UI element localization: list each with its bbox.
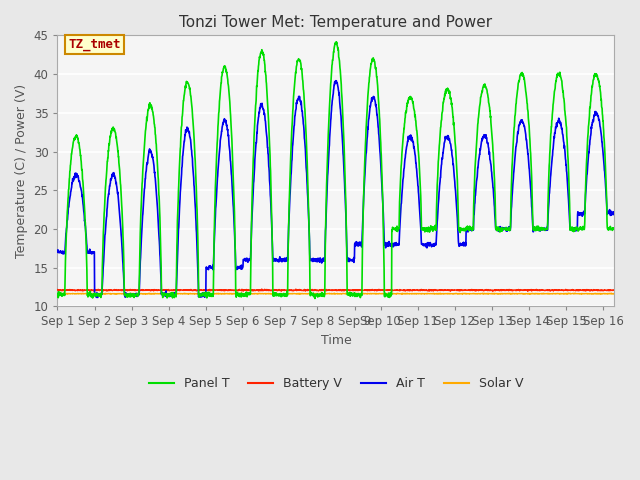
Battery V — [365, 288, 372, 293]
Battery V — [611, 288, 618, 293]
Solar V — [54, 291, 61, 297]
Air T — [611, 212, 618, 217]
Air T — [562, 157, 570, 163]
Panel T — [365, 84, 372, 90]
Air T — [209, 264, 217, 270]
Solar V — [364, 291, 372, 297]
Line: Panel T: Panel T — [58, 42, 614, 299]
Y-axis label: Temperature (C) / Power (V): Temperature (C) / Power (V) — [15, 84, 28, 258]
Air T — [365, 117, 372, 122]
Panel T — [54, 292, 61, 298]
Battery V — [258, 286, 266, 292]
Solar V — [562, 290, 570, 296]
Line: Solar V: Solar V — [58, 293, 614, 294]
Line: Air T: Air T — [58, 81, 614, 298]
Panel T — [311, 296, 319, 301]
X-axis label: Time: Time — [321, 334, 351, 347]
Solar V — [352, 291, 360, 297]
Air T — [499, 225, 506, 231]
Legend: Panel T, Battery V, Air T, Solar V: Panel T, Battery V, Air T, Solar V — [144, 372, 528, 396]
Battery V — [54, 287, 61, 292]
Air T — [353, 239, 360, 244]
Panel T — [332, 39, 340, 45]
Battery V — [498, 287, 506, 293]
Air T — [332, 78, 340, 84]
Panel T — [577, 226, 585, 232]
Battery V — [209, 287, 216, 293]
Panel T — [611, 226, 618, 232]
Air T — [577, 212, 585, 217]
Text: TZ_tmet: TZ_tmet — [68, 38, 121, 51]
Title: Tonzi Tower Met: Temperature and Power: Tonzi Tower Met: Temperature and Power — [179, 15, 493, 30]
Air T — [94, 295, 102, 300]
Solar V — [498, 290, 506, 296]
Panel T — [209, 291, 216, 297]
Battery V — [577, 288, 585, 293]
Panel T — [353, 293, 360, 299]
Panel T — [499, 226, 506, 232]
Solar V — [611, 290, 618, 296]
Battery V — [524, 288, 532, 294]
Solar V — [565, 290, 573, 296]
Solar V — [209, 291, 216, 297]
Panel T — [562, 117, 570, 123]
Solar V — [577, 291, 585, 297]
Air T — [54, 249, 61, 254]
Battery V — [562, 287, 570, 292]
Solar V — [484, 291, 492, 297]
Battery V — [353, 288, 360, 293]
Line: Battery V: Battery V — [58, 289, 614, 291]
